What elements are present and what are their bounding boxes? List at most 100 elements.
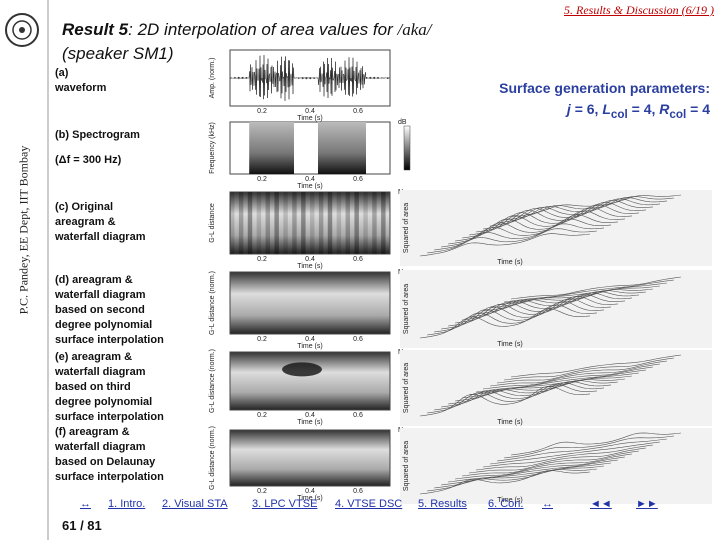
waterfall-ridge: [510, 194, 682, 218]
x-tick-label: 0.6: [353, 176, 363, 183]
areagram-stripe: [327, 192, 333, 254]
waterfall-ridge: [426, 228, 598, 254]
scale-label: dB: [398, 119, 407, 126]
x-tick-label: 0.6: [353, 488, 363, 495]
y-axis-label: G-L distance (norm.): [209, 426, 216, 490]
title-text: : 2D interpolation of area values for: [128, 20, 398, 39]
panel-label: degree polynomial: [55, 396, 153, 408]
panel-label: waterfall diagram: [55, 366, 146, 378]
panel-label: based on third: [55, 381, 131, 393]
param-sub: col: [610, 107, 628, 121]
nav-link[interactable]: 2. Visual STA: [162, 498, 228, 510]
panel-label: (f) areagram &: [55, 426, 130, 438]
parameters: Surface generation parameters: j = 6, Lc…: [420, 78, 710, 125]
nav-link[interactable]: 4. VTSE DSC: [335, 498, 403, 510]
waterfall-ridge: [503, 357, 675, 381]
figure: G-L distance (norm.)Time (s)0.20.40.6Nor…: [209, 349, 417, 426]
title-phoneme: /aka/: [397, 20, 432, 39]
waveform-trace: [229, 55, 391, 101]
parameters-values: j = 6, Lcol = 4, Rcol = 4: [420, 99, 710, 125]
x-axis-label: Time (s): [497, 419, 522, 426]
areagram-blob: [282, 362, 322, 377]
waterfall-ridge: [510, 276, 682, 300]
section-link[interactable]: 5. Results & Discussion (6/19 ): [564, 3, 714, 17]
waterfall-ridge: [496, 360, 668, 384]
waterfall-ridge: [503, 279, 675, 303]
waterfall-ridge: [433, 301, 605, 333]
nav-link[interactable]: 1. Intro.: [108, 498, 146, 510]
param: L: [602, 101, 611, 117]
x-axis-label: Time (s): [497, 259, 522, 266]
nav-link[interactable]: ↔: [80, 498, 91, 510]
x-tick-label: 0.4: [305, 412, 315, 419]
x-tick-label: 0.2: [257, 488, 267, 495]
waterfall-ridge: [468, 291, 640, 318]
nav-link[interactable]: ↔: [542, 498, 553, 510]
waterfall-ridge: [496, 197, 668, 224]
x-axis-label: Time (s): [497, 341, 522, 348]
areagram-stripe: [292, 192, 297, 254]
waterfall-ridge: [489, 363, 661, 387]
areagram-stripe: [318, 192, 324, 254]
areagram: [229, 191, 391, 255]
waterfall-ridge: [503, 196, 675, 221]
areagram-stripe: [345, 192, 350, 254]
nav-link[interactable]: 5. Results: [418, 498, 467, 510]
waterfall-bg: [400, 350, 712, 426]
y-axis-label: G-L distance: [209, 203, 216, 243]
y-axis-label: Amp. (norm.): [209, 58, 216, 99]
areagram: [229, 351, 391, 411]
z-axis-label: Squared of area: [403, 363, 410, 413]
spectrogram-band: [318, 122, 366, 174]
x-tick-label: 0.4: [305, 488, 315, 495]
param: R: [659, 101, 670, 117]
waterfall-ridge: [440, 462, 612, 486]
waterfall-ridge: [510, 432, 682, 456]
panel-label: waterfall diagram: [55, 231, 146, 243]
param: j: [566, 101, 571, 117]
x-tick-label: 0.6: [353, 108, 363, 115]
areagram-stripe: [283, 192, 288, 254]
waterfall-ridge: [468, 372, 640, 396]
panel-label: waterfall diagram: [55, 289, 146, 301]
x-tick-label: 0.4: [305, 108, 315, 115]
x-tick-label: 0.6: [353, 412, 363, 419]
waterfall-ridge: [503, 435, 675, 459]
param: = 6,: [570, 101, 603, 117]
y-axis-label: Frequency (kHz): [209, 122, 216, 174]
waterfall-ridge: [475, 201, 647, 233]
panel-label: (c) Original: [55, 201, 114, 213]
x-tick-label: 0.2: [257, 256, 267, 263]
x-tick-label: 0.2: [257, 176, 267, 183]
waterfall-ridge: [475, 290, 647, 315]
x-axis-label: Time (s): [297, 115, 322, 122]
waterfall-ridge: [447, 380, 619, 405]
waterfall-ridge: [510, 354, 682, 378]
nav-link[interactable]: ◄◄: [590, 498, 612, 510]
waterfall-ridge: [433, 223, 605, 251]
x-tick-label: 0.2: [257, 336, 267, 343]
param-sub: col: [669, 107, 687, 121]
waterfall-ridge: [426, 468, 598, 492]
nav-link[interactable]: 3. LPC VTSE: [252, 498, 318, 510]
waterfall-ridge: [468, 450, 640, 474]
panel-label: waterfall diagram: [55, 441, 146, 453]
parameters-heading: Surface generation parameters:: [499, 80, 710, 96]
panel-label: based on Delaunay: [55, 456, 156, 468]
waterfall-ridge: [419, 385, 591, 417]
areagram-stripe: [301, 192, 306, 254]
panel-label: surface interpolation: [55, 471, 164, 483]
waterfall-ridge: [475, 447, 647, 471]
figure: Amp. (norm.) Time (s) 0.2 0.4 0.6: [209, 49, 391, 122]
affiliation: P.C. Pandey, EE Dept, IIT Bombay: [16, 145, 31, 315]
nav-link[interactable]: 6. Con.: [488, 498, 524, 510]
waterfall-ridge: [482, 366, 654, 390]
waterfall-ridge: [482, 288, 654, 312]
nav-link[interactable]: ►►: [636, 498, 658, 510]
waterfall-ridge: [447, 295, 619, 327]
param: = 4,: [627, 101, 660, 117]
x-axis-label: Time (s): [297, 495, 322, 502]
